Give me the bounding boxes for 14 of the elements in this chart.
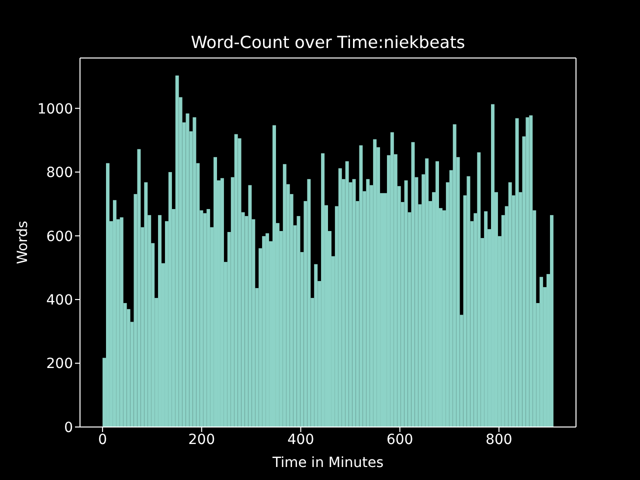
chart-title: Word-Count over Time:niekbeats [190, 32, 466, 52]
y-tick-label: 0 [64, 420, 73, 436]
y-tick-label: 800 [46, 165, 73, 182]
x-tick-label: 800 [486, 432, 512, 448]
y-tick-label: 600 [46, 228, 73, 245]
x-tick-label: 0 [98, 432, 108, 448]
y-tick-label: 200 [46, 356, 73, 372]
x-tick-label: 200 [188, 432, 216, 448]
y-axis-title: Words [14, 220, 31, 264]
x-axis-title: Time in Minutes [271, 455, 384, 471]
x-tick-label: 400 [287, 432, 314, 448]
x-tick-label: 600 [386, 432, 414, 448]
y-tick-label: 400 [46, 292, 73, 309]
y-tick-label: 1000 [37, 101, 73, 118]
